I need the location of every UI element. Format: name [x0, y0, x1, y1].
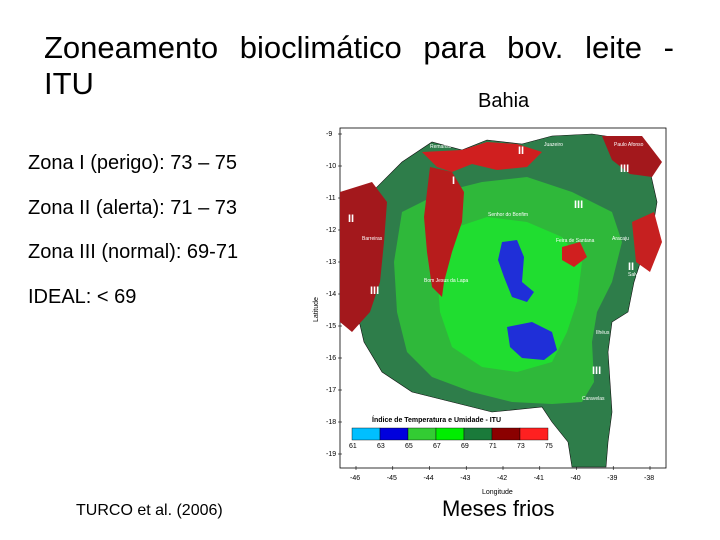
legend-value: 75 [545, 443, 553, 450]
legend-value: 71 [489, 443, 497, 450]
city-label: Ilhéus [596, 330, 610, 336]
slide-title-line1: Zoneamento bioclimático para bov. leite … [44, 30, 674, 65]
city-label: Barreiras [362, 236, 383, 242]
ideal-text: IDEAL: < 69 [28, 286, 137, 308]
y-tick-label: -16 [326, 355, 336, 362]
legend-swatch [435, 427, 465, 441]
legend-value: 67 [433, 443, 441, 450]
y-tick-label: -19 [326, 451, 336, 458]
legend-value: 63 [377, 443, 385, 450]
y-tick-label: -13 [326, 259, 336, 266]
zone-ii-text: Zona II (alerta): 71 – 73 [28, 197, 238, 219]
zone-label: II [348, 213, 354, 225]
legend-title: Índice de Temperatura e Umidade - ITU [372, 415, 501, 424]
legend-value: 61 [349, 443, 357, 450]
slide-title-line2: ITU [44, 66, 94, 101]
x-axis-label: Longitude [482, 489, 513, 496]
y-tick-label: -12 [326, 227, 336, 234]
x-axis-ticks: -46 -45 -44 -43 -42 -41 -40 -39 -38 [350, 466, 654, 482]
y-tick-label: -10 [326, 163, 336, 170]
legend-swatch [407, 427, 437, 441]
y-tick-label: -9 [326, 131, 332, 138]
zone-label: I [452, 175, 455, 187]
legend-value: 65 [405, 443, 413, 450]
city-label: Caravelas [582, 396, 605, 402]
y-axis-label: Latitude [313, 297, 320, 322]
legend-swatches [351, 427, 549, 441]
legend-swatch [351, 427, 381, 441]
x-tick-label: -46 [350, 475, 360, 482]
zone-label: II [518, 145, 524, 157]
legend-value: 73 [517, 443, 525, 450]
region-red-center-spot [562, 242, 587, 267]
city-label: Aracaju [612, 236, 629, 242]
x-tick-label: -45 [387, 475, 397, 482]
y-tick-label: -15 [326, 323, 336, 330]
zone-iii-text: Zona III (normal): 69-71 [28, 241, 239, 263]
region-red-central [424, 167, 464, 297]
citation: TURCO et al. (2006) [76, 502, 223, 519]
x-tick-label: -44 [424, 475, 434, 482]
legend-swatch [463, 427, 493, 441]
x-tick-label: -38 [644, 475, 654, 482]
map-region-title: Bahia [478, 90, 530, 112]
zone-label: III [592, 365, 601, 377]
y-tick-label: -14 [326, 291, 336, 298]
region-red-north [422, 142, 542, 172]
legend-swatch [491, 427, 521, 441]
y-tick-label: -18 [326, 419, 336, 426]
legend-swatch [519, 427, 549, 441]
y-tick-label: -17 [326, 387, 336, 394]
y-tick-label: -11 [326, 195, 336, 202]
zone-label: III [574, 199, 583, 211]
region-blue-1 [498, 240, 534, 302]
city-label: Feira de Santana [556, 238, 595, 244]
x-tick-label: -39 [607, 475, 617, 482]
zone-label: III [370, 285, 379, 297]
zone-label: II [628, 261, 634, 273]
city-label: Salvador [628, 272, 648, 278]
region-blue-2 [507, 322, 557, 360]
y-axis-ticks: -9 -10 -11 -12 -13 -14 -15 -16 -17 -18 -19 [326, 131, 342, 458]
bioclimatic-map: -9 -10 -11 -12 -13 -14 -15 -16 -17 -18 -19 -46 -45-… [312, 122, 668, 498]
x-tick-label: -42 [497, 475, 507, 482]
city-label: Juazeiro [544, 142, 563, 148]
zone-i-text: Zona I (perigo): 73 – 75 [28, 152, 238, 174]
zone-label: III [620, 163, 629, 175]
x-tick-label: -41 [534, 475, 544, 482]
legend-swatch [379, 427, 409, 441]
bioclimatic-map-svg: -9-10-11-12-13-14-15-16-17-18-19 -46 -45-… [313, 127, 667, 496]
map-caption: Meses frios [442, 496, 555, 521]
legend-values: 61 63 65 67 69 71 73 75 [349, 443, 553, 450]
x-tick-label: -40 [571, 475, 581, 482]
region-red-west [340, 182, 387, 332]
city-label: Senhor do Bonfim [488, 212, 528, 218]
region-red-east [632, 212, 662, 272]
city-label: Remanso [430, 144, 452, 150]
region-red-northeast [602, 136, 662, 177]
city-label: Paulo Afonso [614, 142, 644, 148]
legend-value: 69 [461, 443, 469, 450]
city-label: Bom Jesus da Lapa [424, 278, 468, 284]
x-tick-label: -43 [460, 475, 470, 482]
